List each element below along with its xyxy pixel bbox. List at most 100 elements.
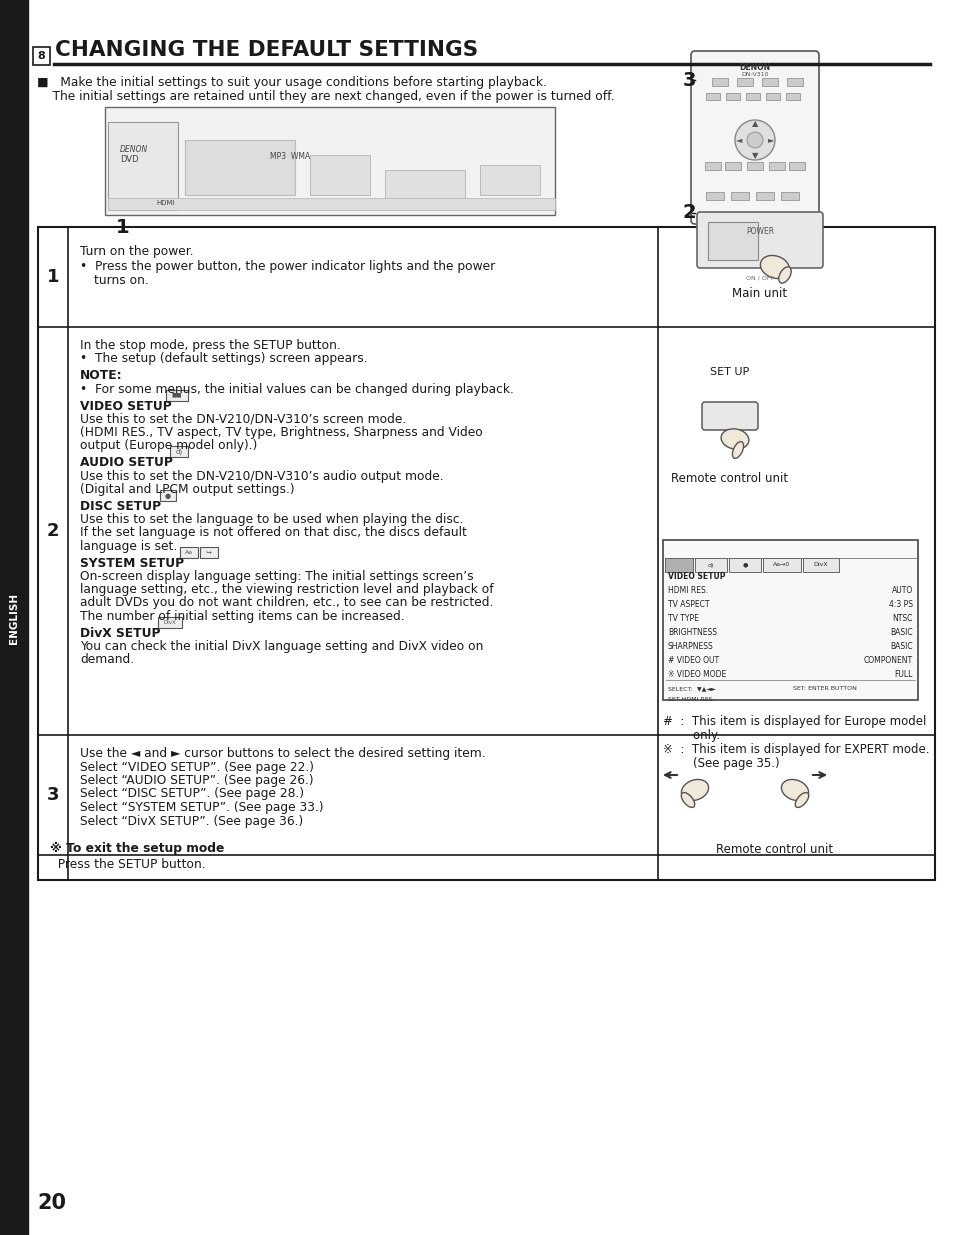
Text: •  Press the power button, the power indicator lights and the power: • Press the power button, the power indi… [80,261,495,273]
Text: 1: 1 [47,268,59,287]
Text: ENGLISH: ENGLISH [9,593,19,643]
Bar [745,93,760,100]
Text: Turn on the power.: Turn on the power. [80,245,193,258]
Text: adult DVDs you do not want children, etc., to see can be restricted.: adult DVDs you do not want children, etc… [80,597,493,609]
Text: DivX: DivX [164,620,176,625]
Bar [705,93,720,100]
Text: In the stop mode, press the SETUP button.: In the stop mode, press the SETUP button… [80,338,340,352]
Bar [38,227,934,881]
Text: SET HDMI RES.: SET HDMI RES. [667,697,714,701]
Text: MP3  WMA: MP3 WMA [270,152,310,161]
Text: DENON: DENON [120,144,148,154]
Bar [707,222,758,261]
Text: CHANGING THE DEFAULT SETTINGS: CHANGING THE DEFAULT SETTINGS [55,40,477,61]
Bar [785,93,800,100]
Bar [664,558,692,572]
Text: The initial settings are retained until they are next changed, even if the power: The initial settings are retained until … [37,90,614,103]
Text: ■   Make the initial settings to suit your usage conditions before starting play: ■ Make the initial settings to suit your… [37,77,546,89]
Text: Press the SETUP button.: Press the SETUP button. [50,857,206,871]
Text: SHARPNESS: SHARPNESS [667,642,713,651]
Text: Remote control unit: Remote control unit [716,844,833,856]
Text: ↪: ↪ [206,550,212,556]
Text: ▼: ▼ [751,152,758,161]
Text: NTSC: NTSC [892,614,912,622]
Text: The number of initial setting items can be increased.: The number of initial setting items can … [80,610,404,622]
Text: Aa→0: Aa→0 [773,562,790,568]
Text: BASIC: BASIC [889,642,912,651]
Bar [788,162,804,170]
Text: Select “SYSTEM SETUP”. (See page 33.): Select “SYSTEM SETUP”. (See page 33.) [80,802,323,814]
Bar [108,122,178,210]
Text: TV TYPE: TV TYPE [667,614,699,622]
Ellipse shape [720,429,748,450]
Text: VIDEO SETUP: VIDEO SETUP [667,572,724,580]
Bar [180,547,198,558]
Bar [158,616,182,627]
Text: ►: ► [767,136,774,144]
Text: (Digital and LPCM output settings.): (Digital and LPCM output settings.) [80,483,294,496]
Text: Main unit: Main unit [732,287,787,300]
Text: SYSTEM SETUP: SYSTEM SETUP [80,557,188,569]
FancyBboxPatch shape [690,51,818,224]
Text: SET: ENTER BUTTON: SET: ENTER BUTTON [792,685,856,692]
Bar [761,78,778,86]
Bar [755,191,773,200]
Bar [728,558,760,572]
Bar [725,93,740,100]
Text: Use this to set the language to be used when playing the disc.: Use this to set the language to be used … [80,514,463,526]
Text: language setting, etc., the viewing restriction level and playback of: language setting, etc., the viewing rest… [80,583,493,597]
Bar [108,198,555,210]
Text: DISC SETUP: DISC SETUP [80,500,165,513]
Text: Use this to set the DN-V210/DN-V310’s audio output mode.: Use this to set the DN-V210/DN-V310’s au… [80,469,443,483]
Bar [746,162,762,170]
Ellipse shape [795,793,808,808]
Text: VIDEO SETUP: VIDEO SETUP [80,400,175,412]
Text: language is set.: language is set. [80,540,177,552]
Text: ◄: ◄ [735,136,741,144]
Bar [768,162,784,170]
Bar [762,558,801,572]
Bar [166,390,188,400]
Text: d): d) [175,448,182,456]
Bar [781,191,799,200]
Text: FULL: FULL [894,671,912,679]
Bar [711,78,727,86]
Bar [724,162,740,170]
Bar [185,140,294,195]
Text: AUTO: AUTO [891,585,912,595]
Ellipse shape [781,779,808,800]
Text: 4:3 PS: 4:3 PS [888,600,912,609]
Text: On-screen display language setting: The initial settings screen’s: On-screen display language setting: The … [80,571,473,583]
Text: ※ VIDEO MODE: ※ VIDEO MODE [667,671,725,679]
Text: (See page 35.): (See page 35.) [662,757,779,769]
Text: DVD: DVD [120,156,138,164]
Text: #  :  This item is displayed for Europe model: # : This item is displayed for Europe mo… [662,715,925,727]
Text: •  For some menus, the initial values can be changed during playback.: • For some menus, the initial values can… [80,383,514,395]
Text: 2: 2 [47,522,59,540]
Ellipse shape [778,267,790,283]
Text: BRIGHTNESS: BRIGHTNESS [667,629,717,637]
Bar [704,162,720,170]
Text: 1: 1 [116,219,130,237]
Text: •  The setup (default settings) screen appears.: • The setup (default settings) screen ap… [80,352,367,366]
Bar [385,170,464,200]
Text: demand.: demand. [80,653,134,666]
Text: BASIC: BASIC [889,629,912,637]
Bar [802,558,838,572]
Text: 8: 8 [37,51,46,61]
Text: DENON: DENON [739,63,770,72]
Text: SELECT:  ▼▲◄►: SELECT: ▼▲◄► [667,685,715,692]
Text: ON / OFF: ON / OFF [745,275,773,280]
Text: only.: only. [662,729,720,742]
Text: Select “AUDIO SETUP”. (See page 26.): Select “AUDIO SETUP”. (See page 26.) [80,774,314,787]
FancyBboxPatch shape [33,47,50,65]
Text: Select “DISC SETUP”. (See page 28.): Select “DISC SETUP”. (See page 28.) [80,788,304,800]
Text: d): d) [707,562,714,568]
Bar [765,93,780,100]
Bar [479,165,539,195]
Bar [730,191,748,200]
Text: NOTE:: NOTE: [80,369,123,383]
Ellipse shape [680,793,694,808]
Text: Select “VIDEO SETUP”. (See page 22.): Select “VIDEO SETUP”. (See page 22.) [80,761,314,773]
Text: DivX: DivX [813,562,827,568]
